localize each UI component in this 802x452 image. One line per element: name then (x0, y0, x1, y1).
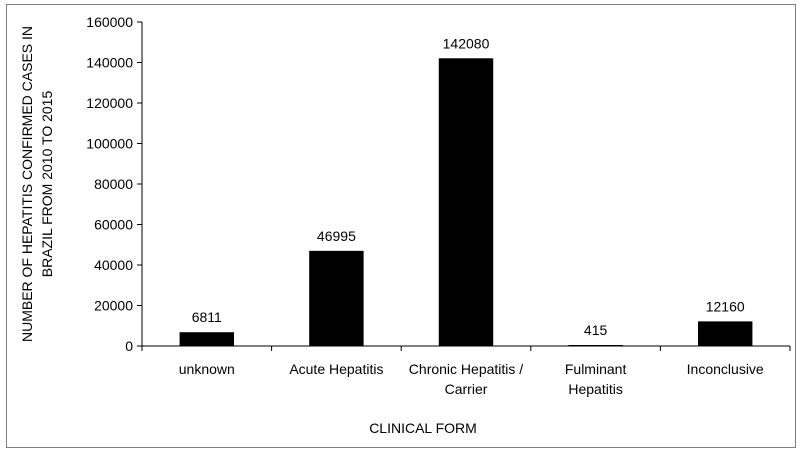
y-tick-label: 140000 (86, 55, 133, 71)
x-tick-label: Acute Hepatitis (289, 361, 383, 377)
y-tick-label: 0 (125, 338, 133, 354)
bar (697, 321, 753, 346)
y-tick-label: 40000 (94, 257, 133, 273)
data-label: 6811 (192, 309, 222, 325)
y-axis-title-line: BRAZIL FROM 2010 TO 2015 (39, 91, 55, 278)
y-axis: 0 20000 40000 60000 80000 100000 120000 140000 1… (86, 14, 143, 354)
x-axis-title: CLINICAL FORM (369, 420, 477, 436)
x-tick-label: unknown (179, 361, 235, 377)
bar (179, 332, 235, 346)
x-tick-label: Fulminant (565, 361, 627, 377)
y-tick-label: 120000 (86, 95, 133, 111)
data-label: 12160 (706, 298, 745, 314)
y-tick-label: 80000 (94, 176, 133, 192)
bars: 6811 46995 142080 415 12160 (179, 35, 753, 347)
x-tick-label: Hepatitis (568, 381, 622, 397)
data-label: 46995 (317, 228, 356, 244)
data-label: 142080 (443, 35, 490, 51)
data-label: 415 (584, 322, 608, 338)
y-tick-label: 160000 (86, 14, 133, 30)
y-tick-label: 100000 (86, 136, 133, 152)
x-tick-label: Carrier (445, 381, 488, 397)
y-tick-label: 20000 (94, 298, 133, 314)
y-tick-label: 60000 (94, 217, 133, 233)
x-tick-label: Inconclusive (687, 361, 764, 377)
y-axis-title-line: NUMBER OF HEPATITIS CONFIRMED CASES IN (19, 26, 35, 342)
bar (438, 58, 494, 347)
x-axis: unknown Acute Hepatitis Chronic Hepatitis … (141, 345, 791, 397)
bar (309, 250, 364, 346)
bar (568, 345, 623, 346)
x-tick-label: Chronic Hepatitis / (409, 361, 523, 377)
chart-frame (6, 4, 796, 448)
y-axis-title: NUMBER OF HEPATITIS CONFIRMED CASES IN BR… (19, 26, 55, 342)
